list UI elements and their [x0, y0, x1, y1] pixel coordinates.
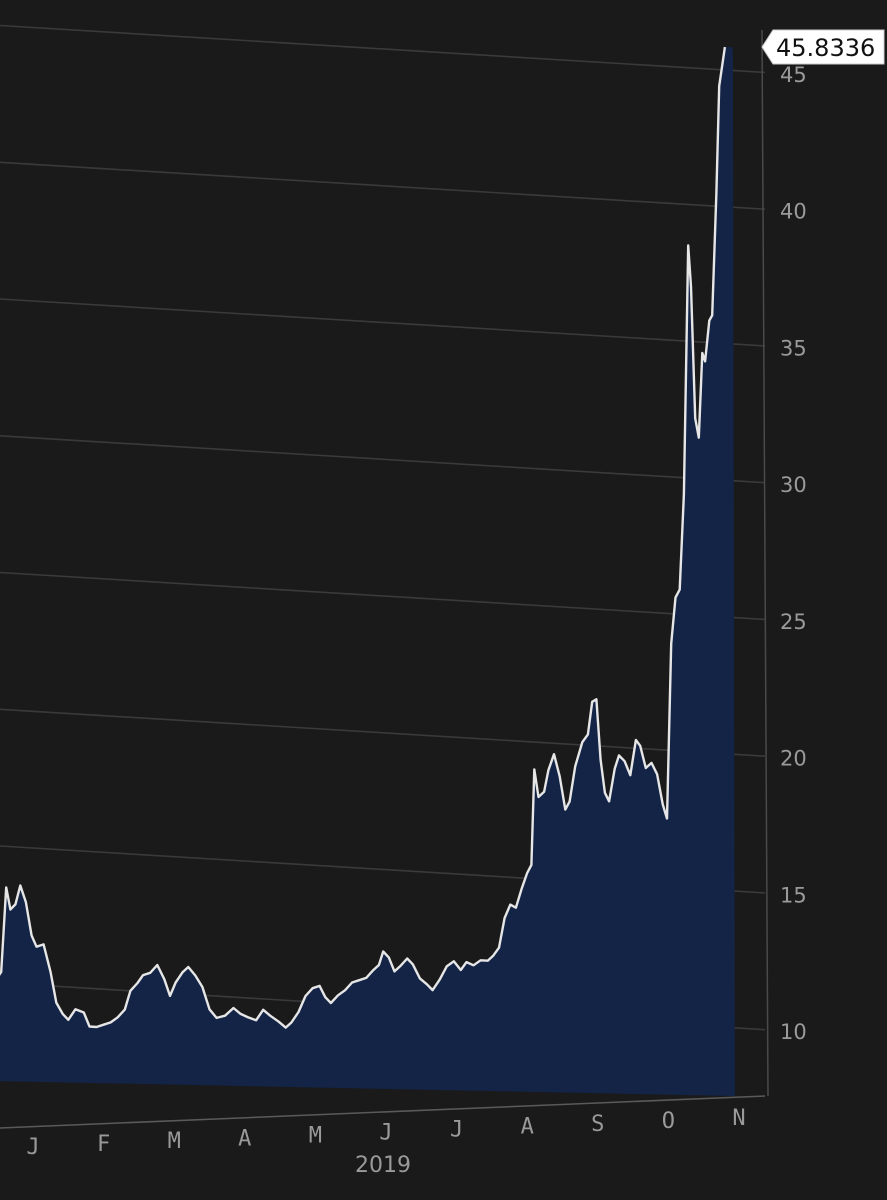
x-tick-label-4: M	[309, 1123, 322, 1148]
y-tick-label-20: 20	[780, 747, 807, 771]
y-tick-label-25: 25	[780, 610, 807, 634]
y-tick-label-40: 40	[780, 200, 807, 224]
gridline-35	[0, 298, 766, 347]
y-tick-label-45: 45	[780, 63, 807, 87]
y-tick-label-15: 15	[780, 883, 807, 907]
gridline-25	[0, 571, 766, 621]
x-tick-label-7: A	[521, 1115, 534, 1140]
year-label: 2019	[355, 1153, 411, 1178]
x-tick-label-3: A	[238, 1126, 251, 1151]
area-fill	[0, 47, 735, 1096]
gridline-45	[0, 24, 766, 74]
x-axis-line	[0, 1095, 766, 1129]
last-value-label: 45.8336	[776, 34, 875, 62]
area-series	[0, 46, 735, 1096]
x-tick-label-9: O	[662, 1109, 675, 1134]
last-value-tag-box	[761, 29, 885, 65]
x-tick-label-6: J	[450, 1118, 463, 1143]
y-axis-line	[761, 29, 769, 1097]
x-tick-label-10: N	[732, 1106, 745, 1131]
x-tick-label-5: J	[379, 1121, 392, 1146]
gridline-20	[0, 708, 766, 757]
x-tick-label-2: M	[168, 1129, 181, 1154]
series-line	[0, 46, 727, 1029]
gridline-30	[0, 435, 766, 484]
y-tick-label-10: 10	[780, 1020, 807, 1044]
grid-lines	[0, 24, 766, 1031]
x-tick-label-1: F	[97, 1132, 110, 1157]
labels: 10 15 20 25 30 35 40 45 J F M A M J J A S O N 2019 45.8336	[26, 29, 885, 1178]
y-tick-label-35: 35	[780, 336, 807, 360]
x-tick-label-8: S	[591, 1112, 604, 1137]
last-value-tag: 45.8336	[761, 29, 885, 65]
axes	[0, 29, 769, 1129]
y-tick-label-30: 30	[780, 473, 807, 497]
gridline-40	[0, 161, 766, 210]
x-tick-label-0: J	[26, 1135, 39, 1160]
